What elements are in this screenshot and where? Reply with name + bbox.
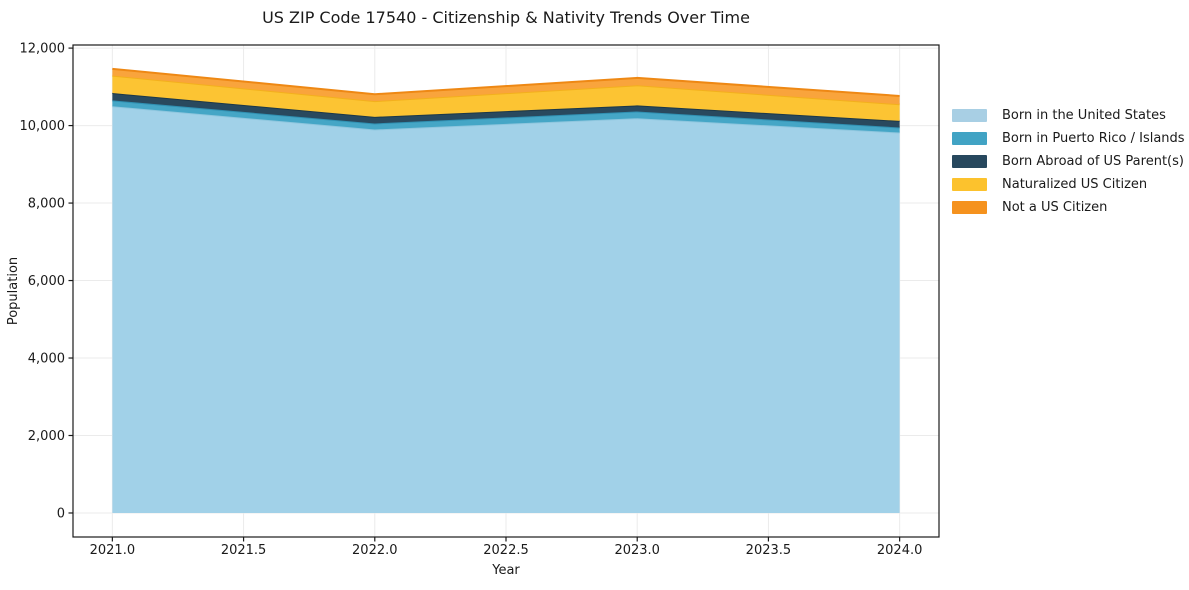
x-tick-label: 2024.0 xyxy=(877,543,923,558)
legend-swatch xyxy=(952,177,987,191)
legend-item-not-citizen: Not a US Citizen xyxy=(952,199,1185,215)
legend-swatch xyxy=(952,154,987,168)
legend-label: Naturalized US Citizen xyxy=(1002,176,1148,192)
legend-label: Born in the United States xyxy=(1002,107,1166,123)
legend-label: Born Abroad of US Parent(s) xyxy=(1002,153,1184,169)
y-tick-label: 10,000 xyxy=(20,119,66,134)
legend-swatch xyxy=(952,200,987,214)
legend-item-born-in-puerto-rico: Born in Puerto Rico / Islands xyxy=(952,130,1185,146)
x-tick-label: 2023.5 xyxy=(746,543,792,558)
legend-label: Born in Puerto Rico / Islands xyxy=(1002,130,1185,146)
legend: Born in the United States Born in Puerto… xyxy=(952,107,1185,222)
legend-item-naturalized: Naturalized US Citizen xyxy=(952,176,1185,192)
chart-title: US ZIP Code 17540 - Citizenship & Nativi… xyxy=(262,8,750,27)
x-axis-label: Year xyxy=(492,563,520,578)
y-tick-label: 2,000 xyxy=(28,429,65,444)
area-series-1 xyxy=(112,100,900,133)
x-tick-label: 2022.0 xyxy=(352,543,398,558)
y-tick-label: 6,000 xyxy=(28,274,65,289)
y-tick-label: 4,000 xyxy=(28,352,65,367)
x-tick-label: 2022.5 xyxy=(483,543,529,558)
x-tick-label: 2023.0 xyxy=(614,543,660,558)
legend-item-born-abroad: Born Abroad of US Parent(s) xyxy=(952,153,1185,169)
y-tick-label: 8,000 xyxy=(28,197,65,212)
legend-label: Not a US Citizen xyxy=(1002,199,1108,215)
legend-item-born-in-us: Born in the United States xyxy=(952,107,1185,123)
x-tick-label: 2021.0 xyxy=(90,543,136,558)
y-axis-label: Population xyxy=(6,256,21,326)
y-tick-label: 12,000 xyxy=(20,42,66,57)
area-series-3 xyxy=(112,75,900,121)
area-series-4-edge xyxy=(112,67,900,97)
legend-swatch xyxy=(952,131,987,145)
area-series-2 xyxy=(112,93,900,128)
x-tick-label: 2021.5 xyxy=(221,543,267,558)
legend-swatch xyxy=(952,108,987,122)
y-tick-label: 0 xyxy=(57,506,65,521)
area-series-0 xyxy=(112,106,900,513)
